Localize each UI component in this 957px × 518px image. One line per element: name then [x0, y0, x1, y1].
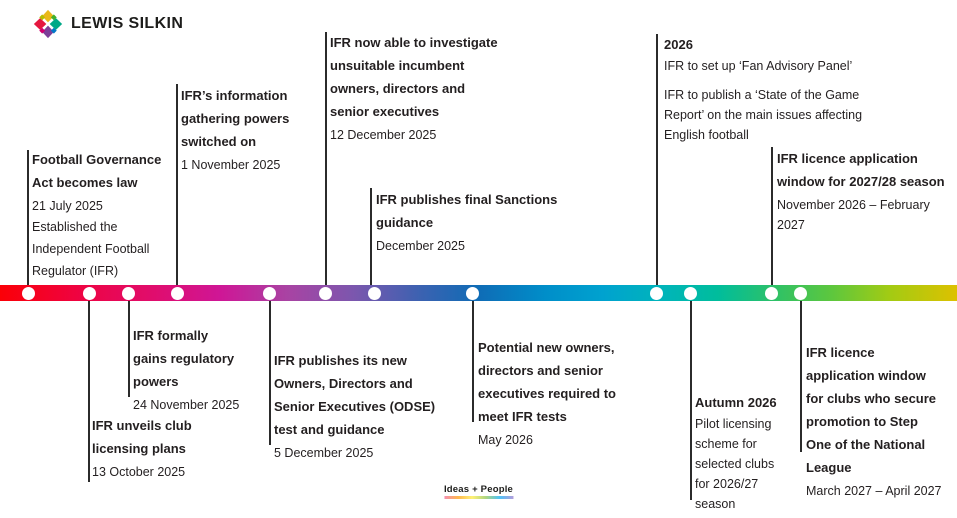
connector-promotion: [800, 301, 802, 452]
event-title: IFR now able to investigate unsuitable i…: [330, 35, 498, 119]
connector-new-owners: [472, 301, 474, 422]
event-title: IFR publishes final Sanctions guidance: [376, 192, 558, 230]
event-date: 13 October 2025: [92, 465, 186, 479]
event-title: Potential new owners, directors and seni…: [478, 340, 616, 424]
timeline-node-unveils: [83, 287, 96, 300]
event-date: November 2026 – February 2027: [777, 198, 930, 232]
brand-wordmark: LEWIS SILKIN: [71, 15, 184, 32]
connector-odse: [269, 301, 271, 445]
event-fga: Football Governance Act becomes law 21 J…: [32, 148, 170, 282]
event-formally: IFR formally gains regulatory powers 24 …: [133, 324, 245, 415]
event-description: Established the Independent Football Reg…: [32, 220, 150, 278]
event-new-owners: Potential new owners, directors and seni…: [478, 336, 630, 450]
connector-sanctions: [370, 188, 372, 285]
event-title: IFR publishes its new Owners, Directors …: [274, 353, 436, 437]
timeline-node-year2026: [650, 287, 663, 300]
rainbow-underline: [443, 496, 514, 499]
event-date: 5 December 2025: [274, 446, 374, 460]
timeline-node-odse: [263, 287, 276, 300]
event-title: IFR’s information gathering powers switc…: [181, 88, 290, 149]
event-promotion: IFR licence application window for clubs…: [806, 341, 946, 501]
connector-unveils: [88, 301, 90, 482]
event-title: IFR licence application window for clubs…: [806, 345, 937, 475]
timeline-node-window-2728: [765, 287, 778, 300]
timeline-node-formally: [122, 287, 135, 300]
connector-fga: [27, 150, 29, 285]
event-title: 2026: [664, 37, 693, 52]
connector-window-2728: [771, 147, 773, 285]
event-unveils: IFR unveils club licensing plans 13 Octo…: [92, 414, 217, 482]
event-date: December 2025: [376, 239, 465, 253]
timeline-node-promotion: [794, 287, 807, 300]
event-window-2728: IFR licence application window for 2027/…: [777, 147, 947, 235]
event-title: IFR licence application window for 2027/…: [777, 151, 945, 189]
event-title: IFR unveils club licensing plans: [92, 418, 192, 456]
event-title: Autumn 2026: [695, 395, 777, 410]
ideas-people-wordmark: Ideas + People: [443, 484, 514, 495]
connector-year2026: [656, 34, 658, 285]
timeline-node-sanctions: [368, 287, 381, 300]
event-date: May 2026: [478, 433, 533, 447]
event-title: Football Governance Act becomes law: [32, 152, 162, 190]
timeline-node-info-powers: [171, 287, 184, 300]
event-description: Pilot licensing scheme for selected club…: [695, 417, 775, 511]
connector-autumn2026: [690, 301, 692, 500]
brand-header: LEWIS SILKIN: [33, 9, 183, 39]
event-description: IFR to publish a ‘State of the Game Repo…: [664, 88, 863, 142]
connector-info-powers: [176, 84, 178, 285]
event-date: 1 November 2025: [181, 158, 281, 172]
connector-formally: [128, 301, 130, 397]
event-date: 21 July 2025: [32, 199, 103, 213]
event-year2026: 2026 IFR to set up ‘Fan Advisory Panel’ …: [664, 33, 872, 145]
connector-investigate: [325, 32, 327, 285]
event-description: IFR to set up ‘Fan Advisory Panel’: [664, 59, 853, 73]
event-date: 24 November 2025: [133, 398, 240, 412]
event-info-powers: IFR’s information gathering powers switc…: [181, 84, 306, 175]
event-investigate: IFR now able to investigate unsuitable i…: [330, 31, 505, 145]
event-date: March 2027 – April 2027: [806, 484, 942, 498]
footer-tagline: Ideas + People: [443, 484, 514, 499]
timeline-node-autumn2026: [684, 287, 697, 300]
event-sanctions: IFR publishes final Sanctions guidance D…: [376, 188, 571, 256]
event-date: 12 December 2025: [330, 128, 437, 142]
event-odse: IFR publishes its new Owners, Directors …: [274, 349, 446, 463]
timeline-node-new-owners: [466, 287, 479, 300]
event-autumn2026: Autumn 2026 Pilot licensing scheme for s…: [695, 391, 790, 514]
timeline-node-fga: [22, 287, 35, 300]
event-title: IFR formally gains regulatory powers: [133, 328, 235, 389]
timeline-node-investigate: [319, 287, 332, 300]
lewis-silkin-flower-icon: [33, 9, 63, 39]
